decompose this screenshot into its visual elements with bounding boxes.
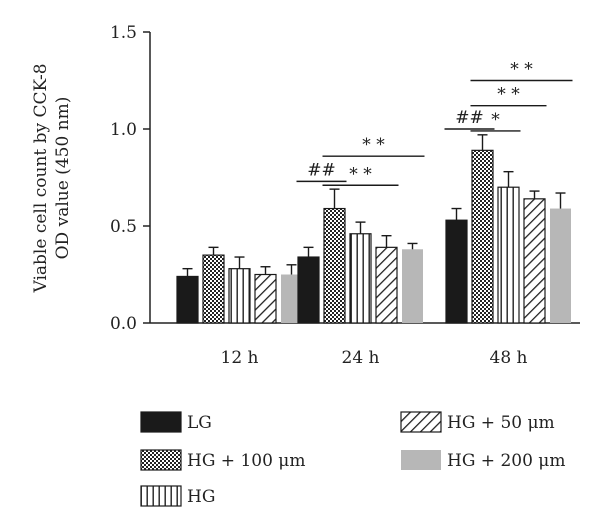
legend-swatch — [140, 411, 182, 433]
legend-label: HG + 50 μm — [447, 413, 555, 433]
legend-swatch — [140, 485, 182, 507]
bar — [254, 273, 277, 324]
significance-label: * * — [510, 60, 533, 80]
legend-swatch — [140, 449, 182, 471]
legend-label: HG + 100 μm — [187, 451, 305, 471]
legend: LG HG + 50 μm HG + 100 μm HG + 200 μm HG — [140, 411, 565, 507]
x-tick-label: 12 h — [221, 348, 259, 368]
significance-label: * — [491, 110, 500, 130]
y-axis-label-line-1: Viable cell count by CCK-8 — [31, 63, 51, 293]
error-bars — [182, 134, 566, 277]
bar — [523, 198, 546, 324]
bar — [202, 254, 225, 324]
y-tick-label: 1.0 — [110, 120, 137, 140]
bar — [445, 219, 468, 324]
y-tick-label: 0.5 — [110, 217, 137, 237]
bar — [402, 249, 423, 323]
y-tick-label: 0.0 — [110, 314, 137, 334]
legend-label: HG — [187, 487, 215, 507]
bar — [375, 246, 398, 324]
bar — [471, 149, 494, 324]
bar — [228, 268, 251, 324]
legend-label: HG + 200 μm — [447, 451, 565, 471]
significance-label: ## — [455, 108, 484, 128]
bar — [297, 256, 320, 324]
x-ticks: 12 h 24 h 48 h — [221, 348, 528, 368]
y-ticks: 0.0 0.5 1.0 1.5 — [110, 23, 150, 334]
bar — [349, 233, 372, 324]
significance-label: * * — [362, 135, 385, 155]
legend-label: LG — [187, 413, 212, 433]
legend-swatch — [401, 450, 441, 470]
bar — [497, 186, 520, 324]
significance-annotations: ## * * * * ## * * * * * — [296, 60, 573, 186]
y-axis-label-line-2: OD value (450 nm) — [53, 97, 73, 260]
x-tick-label: 48 h — [490, 348, 528, 368]
y-tick-label: 1.5 — [110, 23, 137, 43]
bar — [176, 275, 199, 324]
significance-label: * * — [497, 85, 520, 105]
x-tick-label: 24 h — [342, 348, 380, 368]
significance-label: ## — [307, 160, 336, 180]
bar — [323, 207, 346, 324]
legend-swatch — [400, 411, 442, 433]
bar — [550, 208, 571, 323]
bar — [281, 274, 302, 323]
significance-label: * * — [349, 164, 372, 184]
bars — [176, 149, 571, 324]
